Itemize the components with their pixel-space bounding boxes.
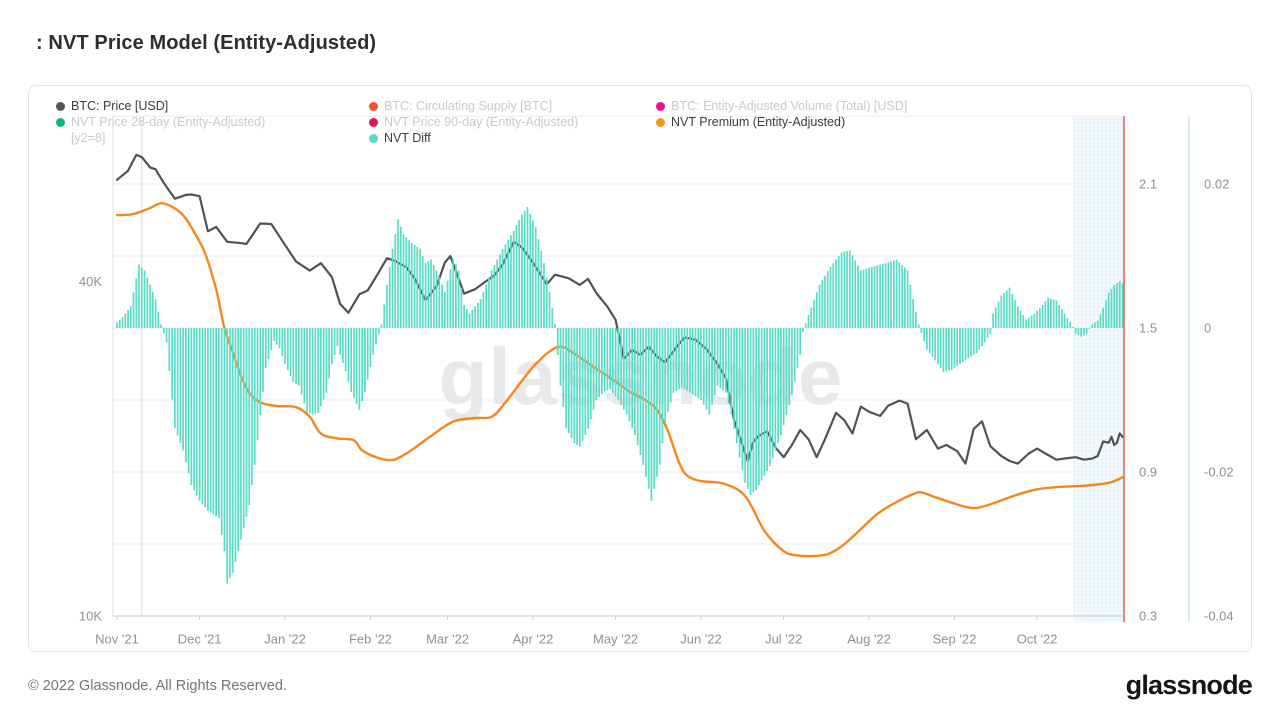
svg-text:Feb '22: Feb '22	[349, 632, 392, 647]
svg-text:Jun '22: Jun '22	[680, 632, 722, 647]
legend-label: NVT Diff	[384, 131, 431, 145]
svg-text:1.5: 1.5	[1139, 321, 1157, 336]
chart-canvas[interactable]: glassnode40K10K2.11.50.90.30.020-0.02-0.…	[29, 86, 1251, 651]
legend-item[interactable]: NVT Diff	[369, 130, 634, 146]
y-axis-price-labels: 40K 10K	[79, 274, 102, 624]
legend-label: BTC: Price [USD]	[71, 99, 169, 113]
svg-text:0.02: 0.02	[1204, 177, 1229, 192]
legend-label: BTC: Entity-Adjusted Volume (Total) [USD…	[671, 99, 908, 113]
legend-marker-icon	[656, 101, 665, 111]
legend-marker-icon	[369, 117, 378, 127]
svg-text:Aug '22: Aug '22	[847, 632, 891, 647]
x-axis-labels: Nov '21 Dec '21 Jan '22 Feb '22 Mar '22 Apr '…	[95, 616, 1057, 647]
y-axis-diff-labels: 0.02 0 -0.02 -0.04	[1204, 177, 1234, 624]
svg-text:Oct '22: Oct '22	[1017, 632, 1058, 647]
legend-label: NVT Premium (Entity-Adjusted)	[671, 115, 846, 129]
legend-item[interactable]: NVT Premium (Entity-Adjusted)	[656, 114, 986, 130]
copyright-text: © 2022 Glassnode. All Rights Reserved.	[28, 678, 287, 694]
legend-item[interactable]: NVT Price 28-day (Entity-Adjusted) [y2=8]	[56, 114, 268, 146]
nvt-premium-line	[115, 201, 1124, 558]
svg-text:Apr '22: Apr '22	[513, 632, 554, 647]
svg-text:40K: 40K	[79, 274, 102, 289]
legend-marker-icon	[369, 133, 378, 143]
nvt-diff-bars	[116, 207, 1124, 584]
svg-text:-0.02: -0.02	[1204, 465, 1234, 480]
legend-item[interactable]: NVT Price 90-day (Entity-Adjusted)	[369, 114, 634, 130]
legend-column: BTC: Entity-Adjusted Volume (Total) [USD…	[656, 98, 986, 130]
chart-legend: BTC: Price [USD] NVT Price 28-day (Entity…	[29, 86, 1251, 146]
legend-marker-icon	[56, 117, 65, 127]
svg-text:May '22: May '22	[593, 632, 638, 647]
svg-text:0.9: 0.9	[1139, 465, 1157, 480]
y-axis-premium-labels: 2.1 1.5 0.9 0.3	[1139, 177, 1157, 624]
plot-area[interactable]	[113, 116, 1124, 616]
svg-text:2.1: 2.1	[1139, 177, 1157, 192]
legend-label: NVT Price 28-day (Entity-Adjusted)	[71, 115, 266, 129]
legend-marker-icon	[369, 101, 378, 111]
legend-item[interactable]: BTC: Entity-Adjusted Volume (Total) [USD…	[656, 98, 986, 114]
legend-column: BTC: Price [USD] NVT Price 28-day (Entity…	[56, 98, 268, 146]
legend-label: NVT Price 90-day (Entity-Adjusted)	[384, 115, 579, 129]
footer: © 2022 Glassnode. All Rights Reserved. g…	[28, 668, 1253, 708]
chart-card: glassnode40K10K2.11.50.90.30.020-0.02-0.…	[28, 85, 1252, 652]
svg-text:Mar '22: Mar '22	[426, 632, 469, 647]
svg-text:0: 0	[1204, 321, 1211, 336]
svg-text:Jul '22: Jul '22	[765, 632, 802, 647]
svg-text:Nov '21: Nov '21	[95, 632, 139, 647]
legend-column: BTC: Circulating Supply [BTC] NVT Price 9…	[369, 98, 634, 146]
legend-label: BTC: Circulating Supply [BTC]	[384, 99, 553, 113]
page-title: : NVT Price Model (Entity-Adjusted)	[36, 32, 377, 54]
legend-label-wrap: [y2=8]	[71, 131, 106, 145]
svg-text:-0.04: -0.04	[1204, 609, 1234, 624]
svg-text:Sep '22: Sep '22	[933, 632, 977, 647]
svg-text:10K: 10K	[79, 609, 102, 624]
glassnode-logo: glassnode	[1125, 670, 1253, 700]
svg-text:0.3: 0.3	[1139, 609, 1157, 624]
svg-text:Dec '21: Dec '21	[178, 632, 222, 647]
svg-text:Jan '22: Jan '22	[264, 632, 306, 647]
legend-marker-icon	[656, 117, 665, 127]
legend-marker-icon	[56, 101, 65, 111]
highlight-band	[1072, 116, 1124, 622]
legend-item[interactable]: BTC: Price [USD]	[56, 98, 268, 114]
legend-item[interactable]: BTC: Circulating Supply [BTC]	[369, 98, 634, 114]
